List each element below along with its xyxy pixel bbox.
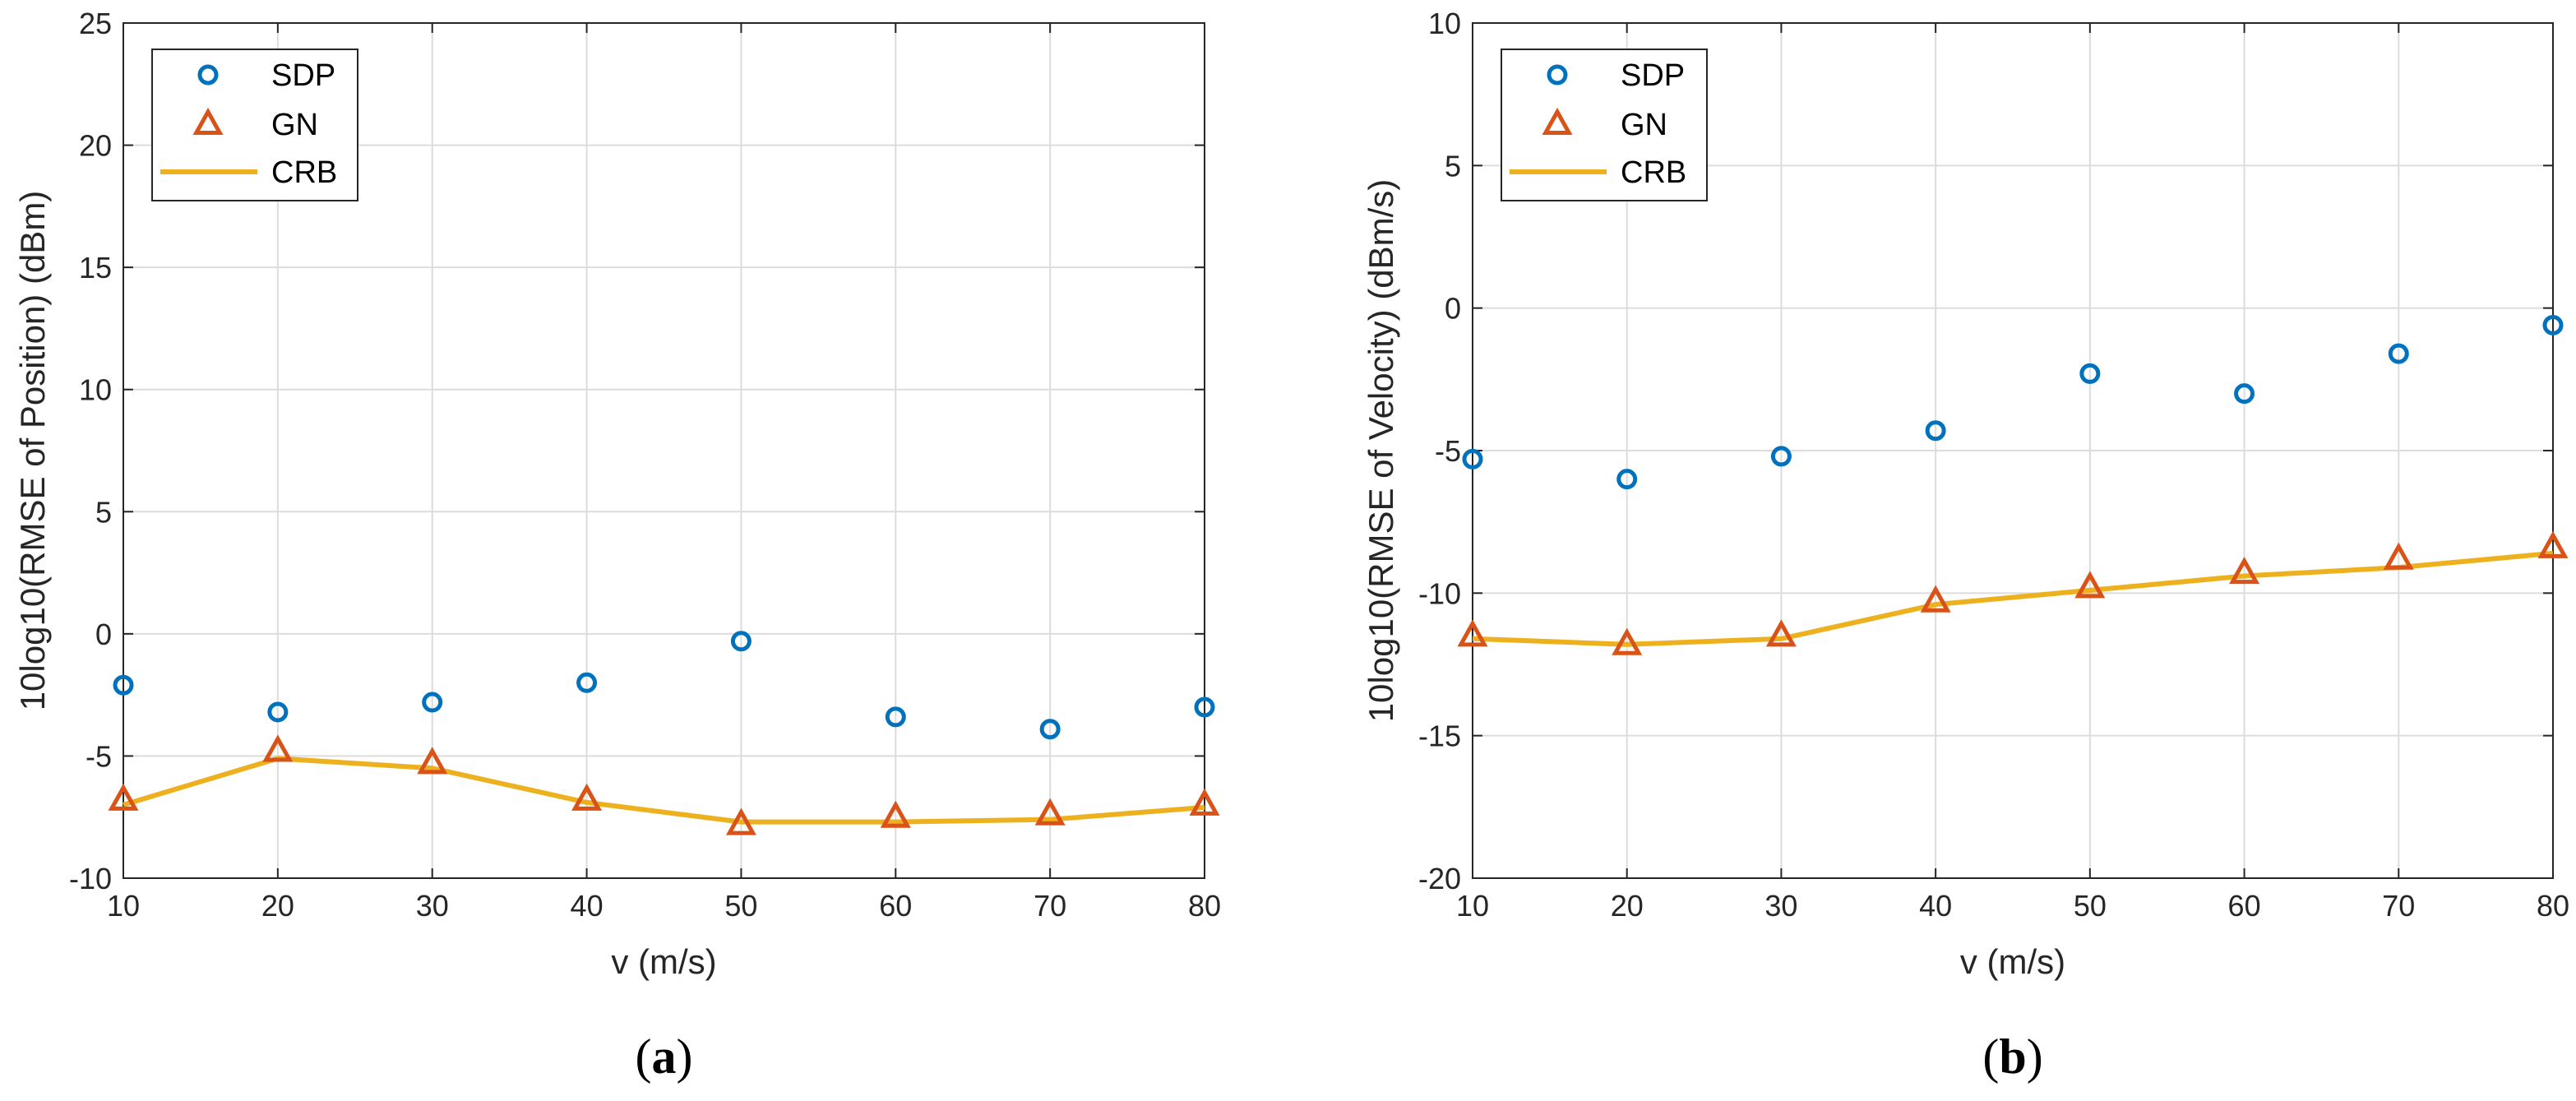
crb-series-line [123,756,1205,825]
x-tick-label: 20 [1611,889,1644,923]
legend-label-crb: CRB [271,155,337,190]
gn-point [1612,627,1643,655]
y-tick-label: -5 [86,739,112,773]
sdp-point [1770,446,1792,467]
sdp-point [2388,343,2409,364]
sdp-point [1462,448,1483,470]
sdp-point [2234,383,2255,405]
gn-point [1189,788,1220,816]
panel-label: (b) [1982,1029,2042,1084]
axes-box [123,22,1205,879]
panel-label-close: ) [2027,1029,2043,1084]
x-axis-label: v (m/s) [611,942,716,981]
x-tick-label: 80 [1188,889,1221,923]
legend-sdp-marker [197,64,219,86]
sdp-point [730,631,752,652]
y-tick-label: -5 [1435,434,1461,468]
gn-point [2383,542,2414,570]
legend-label-gn: GN [1621,108,1667,142]
y-tick-label: 25 [79,7,112,40]
x-tick-label: 50 [2074,889,2107,923]
sdp-point [1039,719,1061,740]
legend-label-crb: CRB [1621,155,1686,190]
gn-point [417,747,448,775]
x-tick-label: 20 [261,889,294,923]
x-tick-label: 60 [879,889,912,923]
x-tick-label: 10 [107,889,140,923]
y-tick-label: 10 [79,373,112,407]
gn-point [725,807,756,835]
chart-2: 10 20 30 40 50 60 70 80 -20 -15 -10 -5 0 5 10 v (m/s) 10… [1362,7,2569,1084]
x-tick-label: 70 [2382,889,2415,923]
gn-point [571,783,603,811]
x-tick-label: 30 [1764,889,1797,923]
legend: SDP GN CRB [1501,49,1708,201]
x-tick-label: 40 [571,889,604,923]
legend-gn-marker [192,107,224,135]
y-axis-label: 10log10(RMSE of Velocity) (dBm/s) [1362,179,1400,723]
legend-sdp-marker [1547,64,1568,86]
y-tick-label: 15 [79,251,112,285]
gn-point [2229,556,2260,585]
sdp-point [267,701,289,723]
y-tick-label: 5 [1445,149,1461,183]
gn-point [1765,619,1797,647]
x-tick-label: 80 [2537,889,2569,923]
sdp-point [576,672,598,693]
y-tick-label: -10 [69,862,112,895]
sdp-point [422,692,443,713]
x-axis-label: v (m/s) [1960,942,2065,981]
crb-series-line [1472,550,2554,647]
panel-label-letter: b [1999,1029,2026,1084]
panel-label-letter: a [652,1029,677,1084]
sdp-point [113,674,134,696]
gn-point [1920,585,1951,613]
legend: SDP GN CRB [151,49,358,201]
chart-1: 10 20 30 40 50 60 70 80 -10 -5 0 5 10 15 20 25 v (m/s) 10… [13,7,1221,1084]
panel-label: (a) [636,1029,693,1084]
gn-point [1457,619,1488,647]
x-tick-label: 10 [1456,889,1489,923]
legend-label-sdp: SDP [271,58,335,93]
sdp-point [1194,696,1215,718]
gn-point [880,800,911,828]
y-tick-label: 20 [79,129,112,163]
sdp-point [1616,469,1638,490]
legend-label-gn: GN [271,108,318,142]
y-tick-label: 10 [1428,7,1461,40]
y-tick-label: -15 [1418,719,1461,753]
gn-point [1034,798,1066,826]
gn-point [2537,530,2569,558]
y-tick-label: -10 [1418,576,1461,610]
sdp-point [2079,363,2101,384]
y-tick-label: 5 [95,495,112,529]
x-tick-label: 60 [2228,889,2261,923]
gn-point [108,783,139,811]
legend-gn-marker [1542,107,1573,135]
gn-point [2074,571,2106,599]
legend-box [1501,49,1708,201]
x-tick-label: 70 [1034,889,1066,923]
y-tick-label: 0 [1445,292,1461,326]
sdp-point [885,706,906,728]
legend-box [151,49,358,201]
sdp-point [2542,314,2564,335]
x-tick-label: 50 [724,889,757,923]
sdp-point [1925,420,1946,442]
gn-point [262,734,294,762]
panel-label-open: ( [636,1029,652,1084]
y-axis-label: 10log10(RMSE of Position) (dBm) [13,191,52,711]
x-tick-label: 30 [416,889,449,923]
x-tick-label: 40 [1919,889,1952,923]
panel-label-close: ) [677,1029,693,1084]
y-tick-label: 0 [95,618,112,651]
legend-label-sdp: SDP [1621,58,1685,93]
panel-label-open: ( [1982,1029,1999,1084]
y-tick-label: -20 [1418,862,1461,895]
